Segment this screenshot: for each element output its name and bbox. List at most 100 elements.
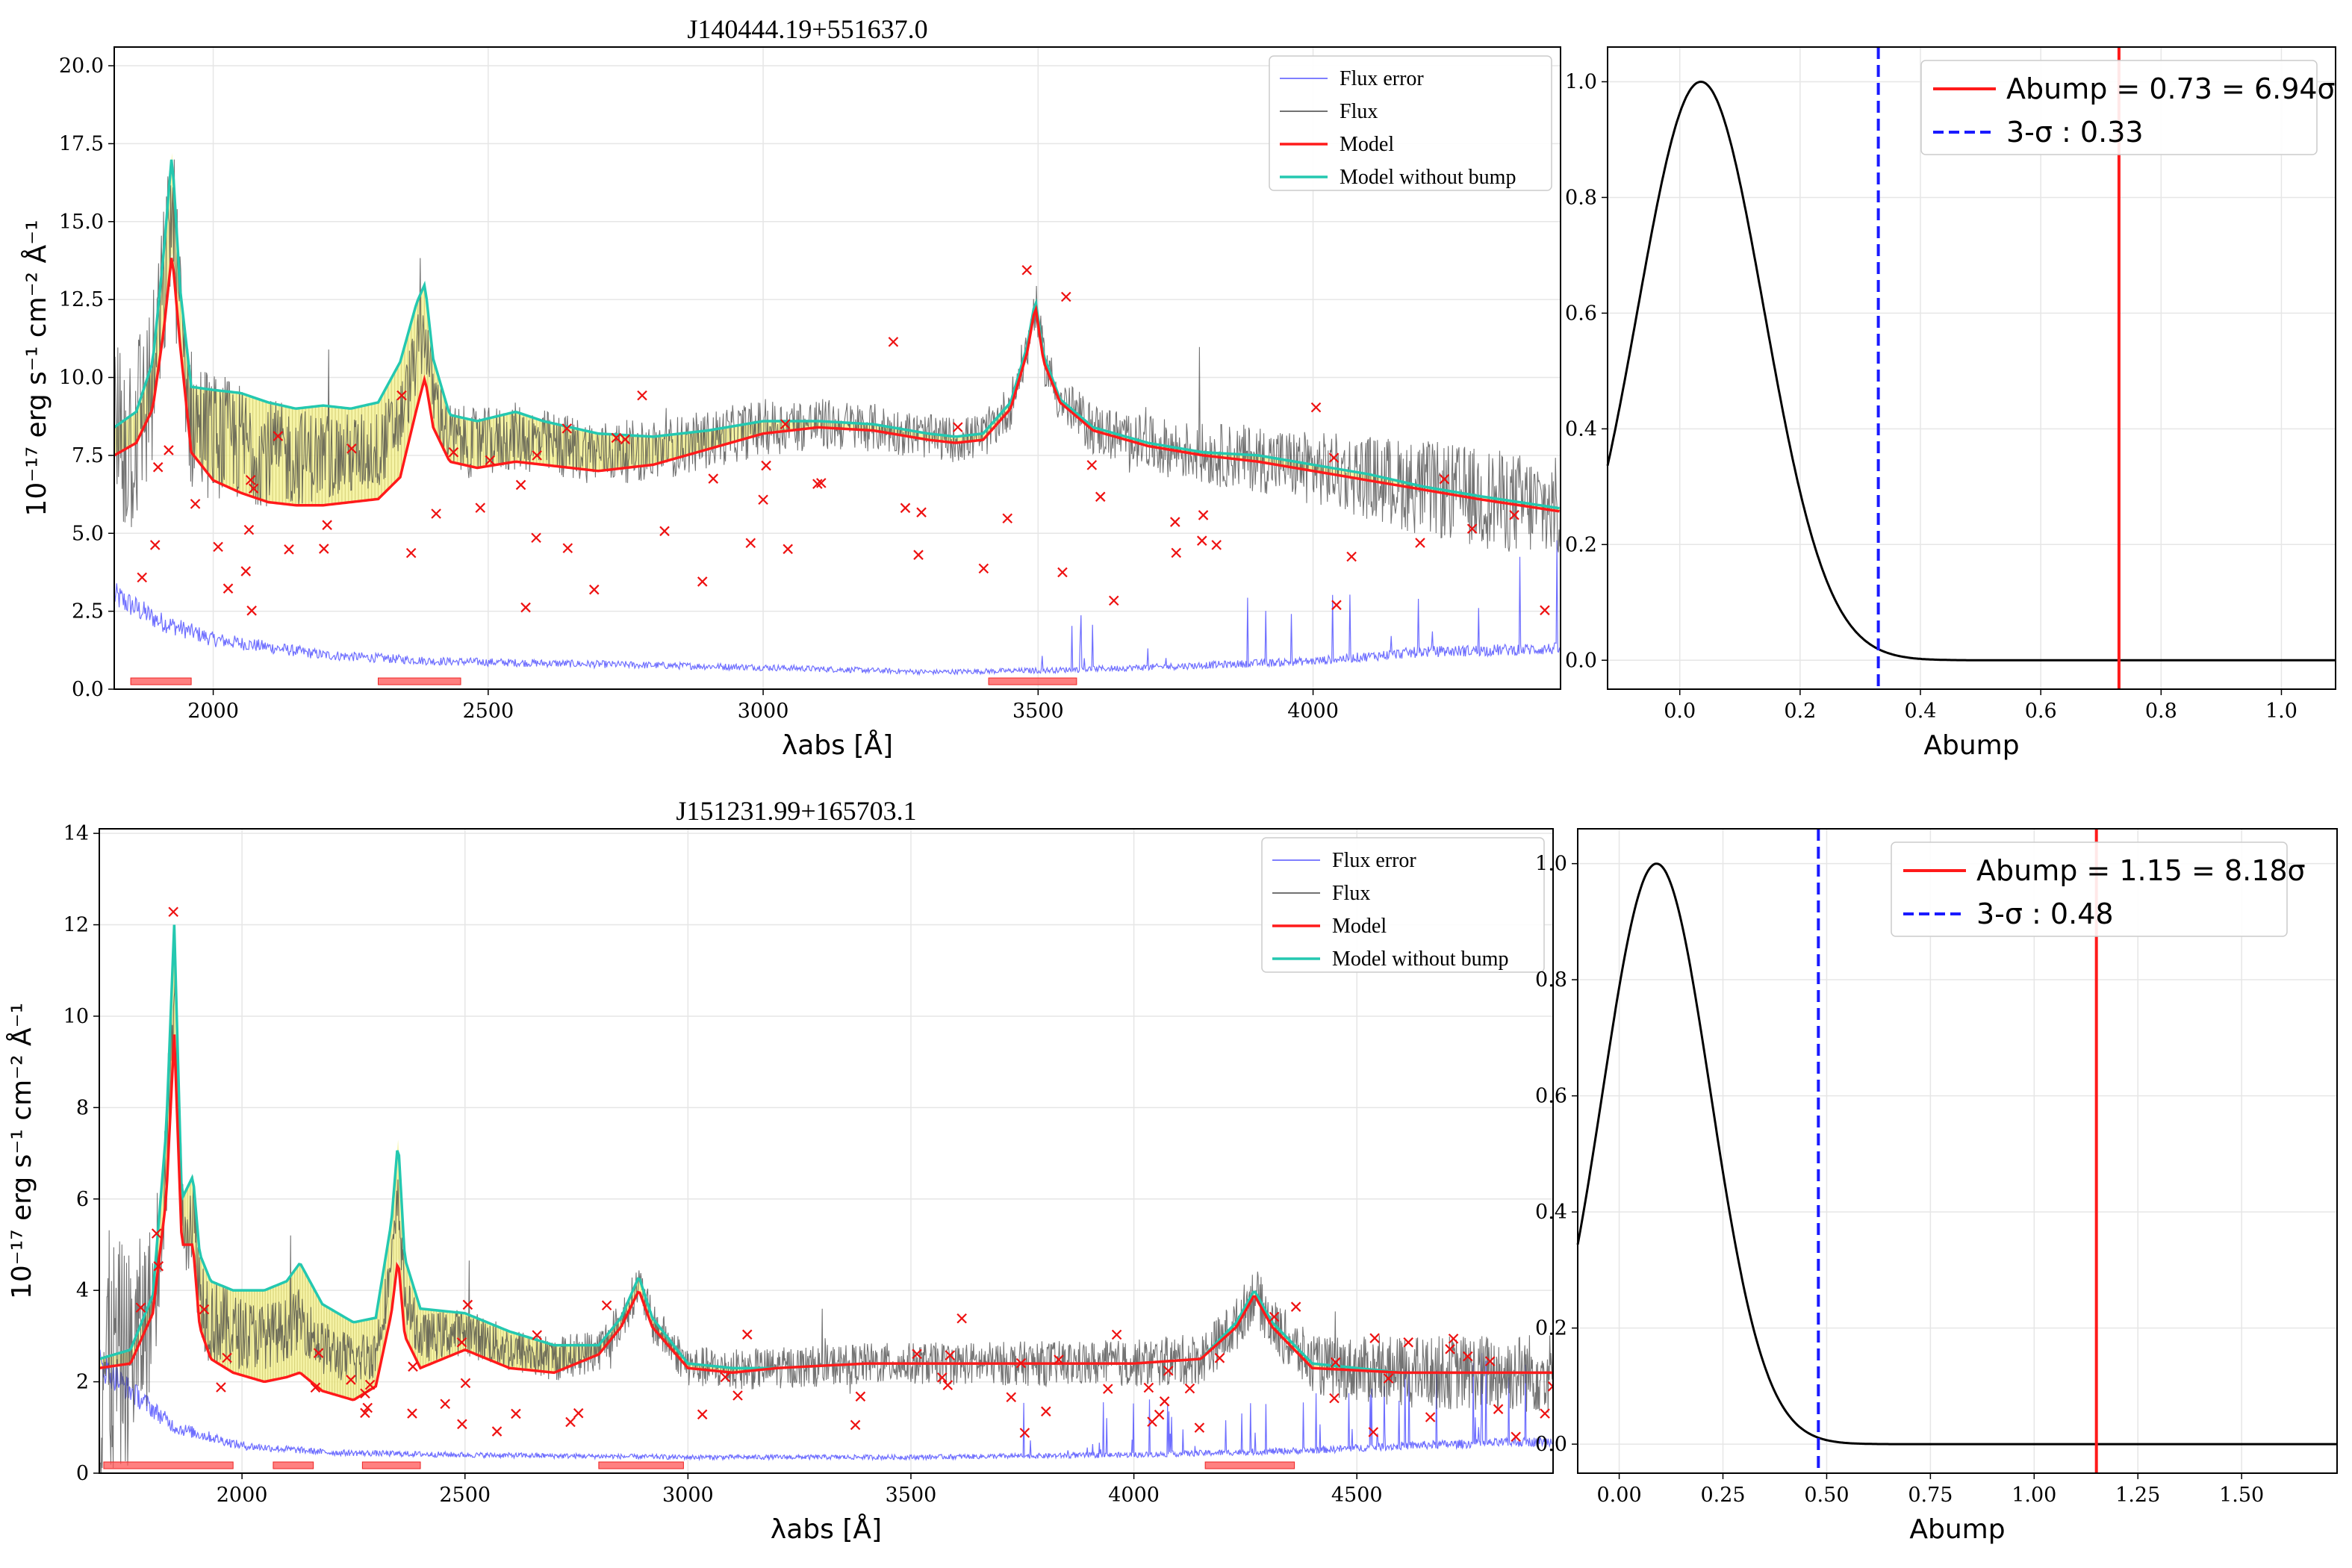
y-tick-label: 0.2	[1565, 533, 1597, 556]
legend-box	[1891, 841, 2288, 937]
outlier-marker	[888, 337, 899, 347]
outlier-marker	[168, 906, 178, 918]
outlier-marker	[1328, 452, 1340, 463]
outlier-marker	[460, 1378, 471, 1389]
outlier-marker	[855, 1391, 866, 1402]
x-tick-label: 0.50	[1804, 1484, 1849, 1507]
flux-line	[99, 962, 1553, 1473]
outlier-marker	[190, 499, 201, 509]
x-axis-label: λabs [Å]	[771, 1513, 882, 1545]
x-axis-label: Abump	[1909, 1514, 2005, 1545]
x-axis-label: Abump	[1923, 730, 2019, 761]
x-tick-label: 1.0	[2265, 700, 2297, 723]
outlier-marker	[1163, 1366, 1174, 1376]
outlier-marker	[1415, 538, 1425, 548]
outlier-marker	[1425, 1412, 1436, 1422]
outlier-marker	[485, 455, 496, 466]
outlier-marker	[408, 1361, 418, 1372]
outlier-marker	[346, 1375, 356, 1385]
outlier-marker	[745, 538, 756, 549]
outlier-marker	[1369, 1333, 1380, 1343]
legend-box	[1920, 60, 2318, 155]
y-tick-label: 17.5	[59, 132, 104, 155]
masked-region	[361, 1461, 421, 1469]
x-tick-label: 0.4	[1905, 700, 1937, 723]
outlier-marker	[448, 447, 459, 458]
outlier-marker	[1198, 510, 1209, 520]
outlier-marker	[1147, 1416, 1157, 1427]
outlier-marker	[942, 1380, 953, 1390]
outlier-marker	[936, 1372, 948, 1383]
outlier-marker	[1331, 600, 1342, 611]
model-line	[99, 1034, 1553, 1401]
outlier-marker	[588, 584, 600, 595]
x-tick-label: 1.25	[2115, 1484, 2160, 1507]
outlier-marker	[1211, 540, 1222, 550]
outlier-marker	[1054, 1354, 1064, 1365]
outlier-marker	[243, 524, 255, 535]
outlier-marker	[362, 1402, 373, 1413]
legend-label: 3-σ : 0.48	[1976, 897, 2114, 930]
outlier-marker	[1006, 1392, 1017, 1402]
outlier-marker	[780, 419, 791, 429]
outlier-marker	[945, 1350, 956, 1360]
outlier-marker	[1540, 605, 1550, 616]
y-tick-label: 0.0	[1565, 649, 1597, 672]
outlier-marker	[1111, 1329, 1122, 1340]
masked-region	[378, 677, 461, 685]
outlier-marker	[758, 494, 768, 505]
y-tick-label: 0.8	[1535, 968, 1567, 992]
outlier-marker	[149, 540, 161, 550]
outlier-marker	[916, 507, 927, 517]
outlier-marker	[164, 445, 174, 455]
outlier-marker	[405, 547, 417, 559]
outlier-marker	[601, 1300, 612, 1311]
y-tick-label: 0.8	[1565, 186, 1597, 209]
x-tick-label: 0.75	[1908, 1484, 1953, 1507]
legend-label: Flux	[1340, 100, 1378, 123]
masked-region	[103, 1461, 234, 1469]
masked-region	[273, 1461, 314, 1469]
model-without-bump-line	[114, 159, 1560, 510]
legend-label: Model without bump	[1340, 166, 1516, 189]
outlier-marker	[462, 1299, 473, 1310]
outlier-marker	[1493, 1404, 1504, 1414]
legend-label: Model without bump	[1332, 948, 1508, 971]
outlier-marker	[318, 544, 329, 554]
outlier-marker	[491, 1426, 503, 1437]
chart-title: J140444.19+551637.0	[687, 14, 927, 44]
outlier-marker	[1086, 460, 1098, 470]
legend-label: Abump = 0.73 = 6.94σ	[2006, 72, 2336, 105]
outlier-marker	[850, 1419, 861, 1431]
legend-label: Flux error	[1332, 849, 1416, 872]
outlier-marker	[1143, 1382, 1154, 1393]
outlier-marker	[223, 583, 234, 594]
y-tick-label: 10	[63, 1005, 89, 1028]
x-tick-label: 0.25	[1700, 1484, 1745, 1507]
outlier-marker	[1445, 1344, 1455, 1354]
spectrum-panel-0: 2000 2500 3000 3500 4000 0.0 2.5 5.0 7.5 10.0 12.5…	[20, 14, 1561, 761]
outlier-marker	[741, 1329, 753, 1340]
chart-title: J151231.99+165703.1	[676, 796, 916, 826]
outlier-marker	[346, 443, 357, 454]
axes-frame	[1607, 46, 2336, 690]
axes-frame	[99, 828, 1554, 1474]
x-tick-label: 2500	[439, 1484, 491, 1507]
outlier-marker	[1511, 1431, 1521, 1443]
outlier-marker	[396, 390, 407, 401]
outlier-marker	[978, 563, 989, 574]
y-tick-label: 6	[76, 1188, 89, 1211]
outlier-marker	[1196, 535, 1207, 546]
y-tick-label: 0.4	[1535, 1201, 1567, 1224]
y-tick-label: 14	[63, 822, 89, 845]
outlier-marker	[1060, 291, 1071, 302]
posterior-panel-3: 0.00 0.25 0.50 0.75 1.00 1.25 1.50 0.0 0.2 0.4 0.6…	[1535, 828, 2338, 1545]
legend-label: Model	[1332, 915, 1387, 938]
outlier-marker	[1290, 1301, 1301, 1312]
y-tick-label: 2	[76, 1371, 89, 1394]
outlier-marker	[273, 431, 284, 441]
outlier-marker	[1368, 1427, 1379, 1437]
x-tick-label: 4000	[1108, 1484, 1160, 1507]
x-tick-label: 0.8	[2145, 700, 2177, 723]
